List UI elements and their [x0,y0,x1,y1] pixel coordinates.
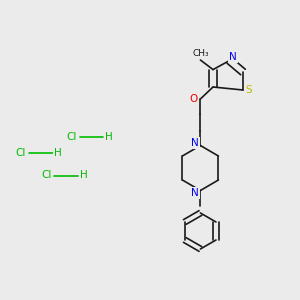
Text: CH₃: CH₃ [192,49,209,58]
Text: S: S [245,85,252,95]
Text: N: N [191,188,199,198]
Text: N: N [191,138,199,148]
Text: O: O [190,94,198,104]
Text: Cl: Cl [16,148,26,158]
Text: H: H [54,148,62,158]
Text: Cl: Cl [41,170,52,181]
Text: N: N [229,52,237,62]
Text: H: H [105,131,113,142]
Text: Cl: Cl [67,131,77,142]
Text: H: H [80,170,87,181]
